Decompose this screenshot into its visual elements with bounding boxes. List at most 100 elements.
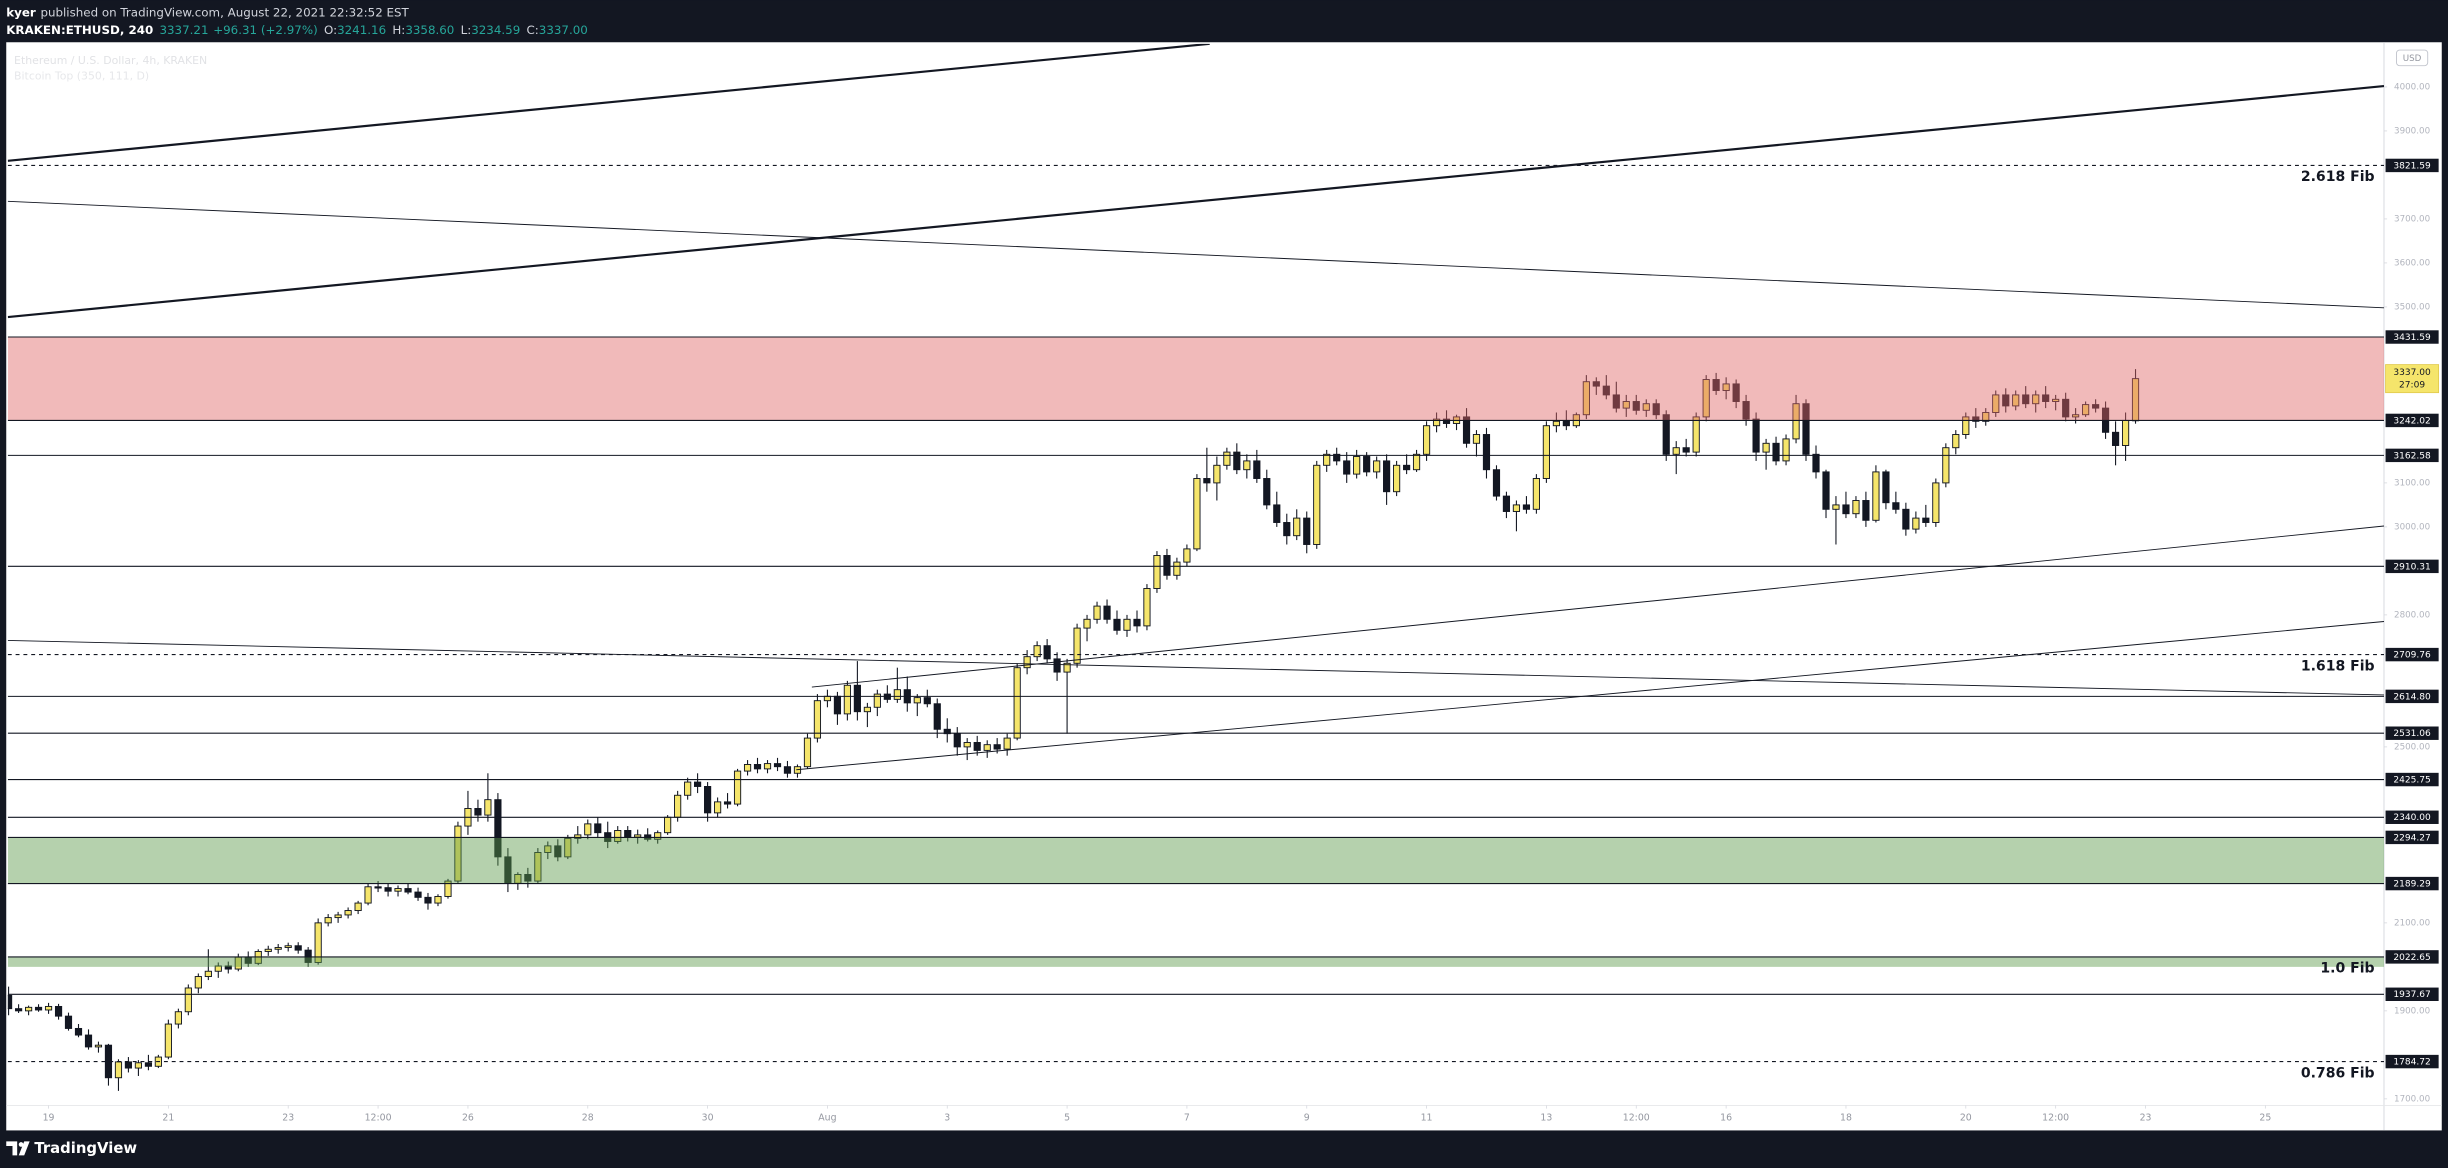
level-tag [2385,830,2439,845]
level-label: 3162.58 [2393,451,2431,461]
candle-body [344,910,352,916]
x-tick-label: 16 [1720,1112,1732,1123]
candle-body [1323,453,1331,466]
candle-body [144,1062,153,1067]
trend-line [796,621,2384,771]
author: kyer [6,5,36,19]
x-tick-label: 20 [1960,1112,1972,1123]
candle-body [873,693,881,708]
candle-body [1812,453,1820,473]
candle-body [993,744,1001,750]
level-tag [2385,772,2439,787]
candle-body [294,945,302,951]
candle-body [1412,453,1421,471]
x-tick-label: 30 [702,1112,714,1123]
candle-body [1752,418,1760,453]
candle-body [2092,404,2100,409]
candle-body [1662,414,1670,455]
level-tag [2385,413,2439,428]
candle-body [624,830,632,838]
candle-body [1033,645,1041,658]
y-tick-label: 3700.00 [2394,214,2430,224]
candle-body [1143,588,1151,627]
candle-body [1552,420,1560,427]
trend-line [7,200,2384,309]
candle-body [1912,517,1920,530]
candle-body [684,781,692,796]
level-label: 2425.75 [2393,776,2430,786]
candle-body [2111,431,2120,446]
currency-box[interactable] [2396,49,2429,67]
candle-body [524,873,532,882]
candle-body [1872,471,1880,521]
candle-body [34,1006,43,1011]
level-tag [2385,950,2439,964]
candle-body [1682,447,1690,453]
candle-body [214,965,222,972]
axes: 4000.00 3900.00 3700.00 3600.00 3500.00 3100.… [43,82,2440,1123]
candle-body [1902,508,1910,530]
candle-body [1632,401,1640,411]
level-label: 3821.59 [2393,161,2431,171]
x-tick-label: 28 [582,1112,594,1123]
brand: TradingView [34,1140,137,1157]
candle-body [1642,403,1650,411]
trend-line [7,639,2384,696]
candle-body [1842,504,1850,515]
candle-body [1103,605,1111,620]
candle-body [314,922,322,963]
x-tick-label: Aug [818,1112,836,1123]
chart-area [6,42,2442,1131]
level-label: 2340.00 [2393,813,2431,823]
candle-body [1602,385,1610,396]
candle-body [164,1023,172,1058]
candle-body [843,684,851,715]
candle-body [2012,394,2020,407]
level-label: 2189.29 [2393,880,2431,890]
x-tick-label: 26 [462,1112,474,1123]
candle-body [1273,504,1281,523]
logo-mark [6,1141,30,1156]
level-tag [2385,726,2439,740]
candle-body [933,703,941,730]
candle-body [714,801,722,814]
candle-body [1992,394,2000,413]
candle-body [1542,425,1550,479]
candle-body [674,794,682,818]
candle-body [94,1044,103,1048]
candle-body [1432,418,1441,427]
candle-body [823,695,832,702]
candle-body [184,987,192,1013]
candle-body [1343,460,1351,475]
candle-body [584,823,592,836]
candle-body [1093,605,1101,620]
candle-body [74,1027,83,1036]
candle-body [983,744,991,751]
candle-body [1373,460,1381,473]
x-tick-label: 12:00 [1623,1112,1650,1123]
candle-body [364,886,372,904]
trend-line [7,84,2384,319]
candle-body [2052,398,2060,402]
x-tick-label: 3 [944,1112,950,1123]
candle-body [1962,416,1970,435]
level-tag [2385,448,2439,463]
candle-body [1932,482,1940,523]
level-label: 3431.59 [2393,333,2431,343]
zone [7,837,2384,884]
candle-body [454,825,462,882]
candle-body [1852,500,1860,515]
candle-body [1403,464,1411,471]
candle-body [384,887,392,892]
y-tick-label: 2100.00 [2394,918,2430,928]
y-tick-label: 3600.00 [2394,258,2430,268]
candle-body [1462,416,1471,444]
candle-body [1073,627,1081,664]
candle-body [434,895,442,904]
candle-body [1313,464,1321,545]
candle-body [1442,418,1451,424]
candle-body [424,896,432,904]
candle-body [1972,416,1980,422]
change: +96.31 (+2.97%) [213,22,318,36]
x-tick-label: 5 [1064,1112,1070,1123]
